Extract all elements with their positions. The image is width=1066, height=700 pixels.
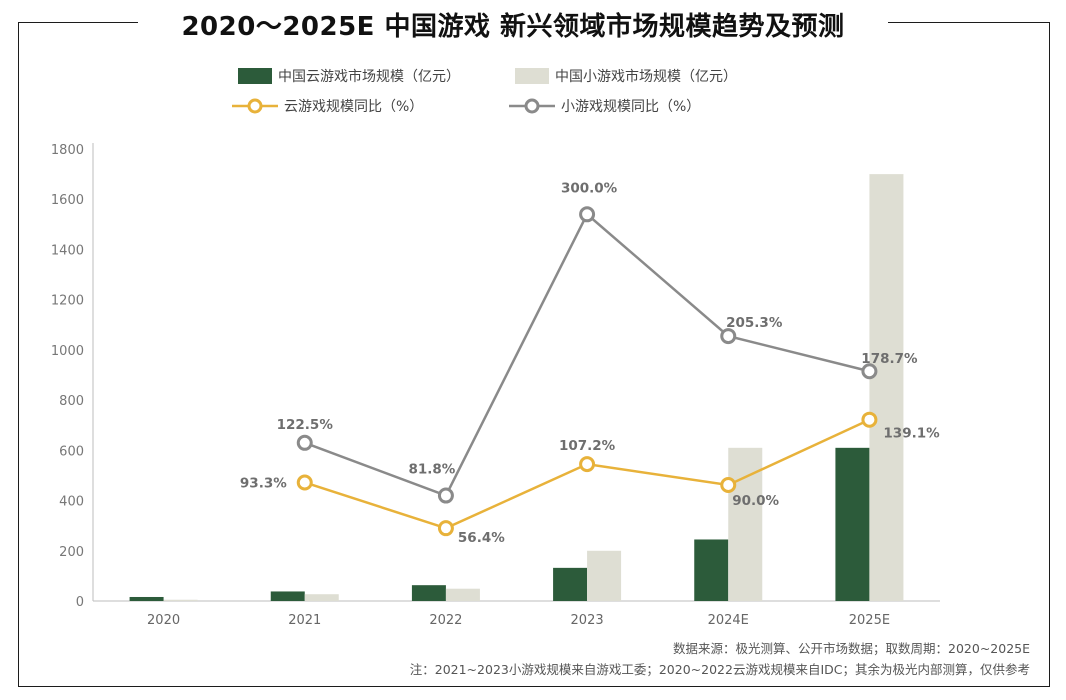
legend-cloud-line-label: 云游戏规模同比（%） (284, 99, 424, 115)
marker-mini-yoy (720, 328, 737, 345)
data-label-mini-yoy: 81.8% (408, 462, 455, 478)
marker-cloud-yoy (437, 520, 454, 537)
legend-cloud-bar-label: 中国云游戏市场规模（亿元） (278, 69, 460, 85)
legend-mini-bar-swatch (515, 68, 549, 84)
data-label-cloud-yoy: 107.2% (559, 438, 616, 454)
x-tick-label: 2023 (571, 613, 604, 628)
y-tick-label: 600 (59, 444, 84, 459)
marker-cloud-yoy (296, 474, 313, 491)
chart-frame (18, 22, 1050, 687)
bar-mini-game (728, 447, 763, 601)
data-label-cloud-yoy: 93.3% (240, 475, 287, 491)
y-tick-label: 1800 (51, 143, 84, 158)
bar-mini-game (869, 174, 904, 601)
legend-cloud-bar: 中国云游戏市场规模（亿元） (238, 66, 460, 86)
data-label-mini-yoy: 300.0% (561, 180, 618, 196)
x-tick-label: 2021 (288, 613, 321, 628)
marker-mini-yoy (579, 206, 596, 223)
bar-cloud-game (553, 567, 588, 601)
data-label-mini-yoy: 205.3% (726, 315, 783, 331)
marker-mini-yoy (437, 487, 454, 504)
legend-mini-line-swatch (509, 98, 555, 114)
y-tick-label: 200 (59, 545, 84, 560)
bar-mini-game (587, 550, 622, 601)
x-tick-label: 2025E (849, 613, 890, 628)
source-note: 数据来源：极光测算、公开市场数据；取数周期：2020~2025E (673, 641, 1030, 656)
marker-cloud-yoy (720, 476, 737, 493)
legend-mini-line-label: 小游戏规模同比（%） (561, 99, 701, 115)
frame-top-left-rule (18, 22, 138, 23)
legend-mini-line: 小游戏规模同比（%） (509, 96, 700, 116)
y-tick-label: 1200 (51, 294, 84, 309)
x-tick-label: 2024E (708, 613, 749, 628)
marker-cloud-yoy (579, 456, 596, 473)
data-label-mini-yoy: 122.5% (277, 417, 334, 433)
chart-title: 2020～2025E 中国游戏 新兴领域市场规模趋势及预测 (181, 12, 845, 42)
frame-top-right-rule (888, 22, 1049, 23)
marker-mini-yoy (296, 434, 313, 451)
bar-cloud-game (835, 447, 870, 601)
y-tick-label: 800 (59, 394, 84, 409)
bar-mini-game (445, 588, 480, 601)
y-tick-label: 1400 (51, 243, 84, 258)
bar-cloud-game (411, 585, 446, 601)
x-tick-label: 2022 (429, 613, 462, 628)
bar-mini-game (163, 599, 198, 601)
data-label-mini-yoy: 178.7% (861, 351, 918, 367)
data-label-cloud-yoy: 56.4% (458, 530, 505, 546)
marker-cloud-yoy (861, 411, 878, 428)
bar-cloud-game (694, 539, 729, 601)
legend-cloud-bar-swatch (238, 68, 272, 84)
bar-cloud-game (270, 591, 305, 601)
y-tick-label: 400 (59, 495, 84, 510)
bar-cloud-game (129, 596, 164, 601)
x-tick-label: 2020 (147, 613, 180, 628)
y-tick-label: 0 (76, 595, 84, 610)
y-tick-label: 1000 (51, 344, 84, 359)
legend-cloud-line-swatch (232, 98, 278, 114)
y-tick-label: 1600 (51, 193, 84, 208)
data-label-cloud-yoy: 139.1% (883, 426, 940, 442)
marker-mini-yoy (861, 363, 878, 380)
legend-mini-bar: 中国小游戏市场规模（亿元） (515, 66, 737, 86)
bar-mini-game (304, 594, 339, 601)
footnote: 注：2021~2023小游戏规模来自游戏工委；2020~2022云游戏规模来自I… (409, 662, 1030, 677)
legend-mini-bar-label: 中国小游戏市场规模（亿元） (555, 69, 737, 85)
data-label-cloud-yoy: 90.0% (732, 493, 779, 509)
legend-cloud-line: 云游戏规模同比（%） (232, 96, 423, 116)
